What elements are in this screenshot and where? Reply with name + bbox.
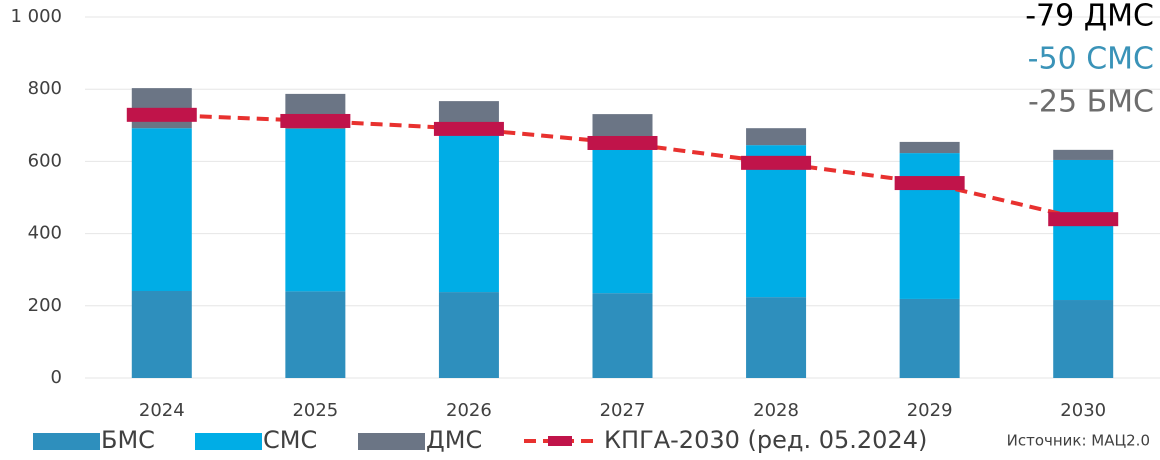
y-tick-label: 600 <box>28 150 62 171</box>
legend-swatch <box>358 433 425 450</box>
bar-segment <box>438 292 499 378</box>
x-tick-label: 2030 <box>1060 400 1106 421</box>
y-tick-label: 200 <box>28 295 62 316</box>
bar-segment <box>438 132 499 293</box>
y-tick-label: 800 <box>28 78 62 99</box>
line-marker <box>1048 212 1119 227</box>
line-marker <box>741 155 812 170</box>
line-marker <box>126 107 197 122</box>
line-marker <box>587 135 658 150</box>
bar-segment <box>1053 300 1114 378</box>
legend-label: КПГА-2030 (ред. 05.2024) <box>604 426 927 454</box>
x-tick-label: 2027 <box>600 400 646 421</box>
x-tick-label: 2025 <box>292 400 338 421</box>
annotation: -79 ДМС <box>1025 0 1154 34</box>
bar-segment <box>899 298 960 378</box>
legend-marker <box>548 436 572 446</box>
line-marker <box>894 176 965 191</box>
legend-label: БМС <box>101 426 155 454</box>
bar-segment <box>285 291 346 378</box>
legend-swatch <box>33 433 100 450</box>
y-tick-label: 1 000 <box>10 6 62 27</box>
bar-segment <box>592 293 653 378</box>
bar-segment <box>899 153 960 299</box>
source: Источник: МАЦ2.0 <box>1007 432 1150 450</box>
x-tick-label: 2024 <box>139 400 185 421</box>
line-marker <box>433 121 504 136</box>
bar-segment <box>1053 149 1114 160</box>
y-tick-label: 400 <box>28 223 62 244</box>
annotation: -25 БМС <box>1028 85 1154 120</box>
x-tick-label: 2028 <box>753 400 799 421</box>
bar-segment <box>285 128 346 292</box>
bar-segment <box>746 145 807 298</box>
bar-segment <box>746 128 807 146</box>
bar-segment <box>131 290 192 378</box>
bar-segment <box>1053 159 1114 301</box>
legend-swatch <box>195 433 262 450</box>
legend-label: ДМС <box>426 426 482 454</box>
x-tick-label: 2029 <box>907 400 953 421</box>
x-tick-label: 2026 <box>446 400 492 421</box>
bar-segment <box>131 128 192 291</box>
bar-segment <box>592 141 653 294</box>
annotation: -50 СМС <box>1028 42 1154 77</box>
bar-segment <box>746 297 807 378</box>
bar-segment <box>899 141 960 154</box>
y-tick-label: 0 <box>51 367 62 388</box>
line-marker <box>280 113 351 128</box>
legend-label: СМС <box>263 426 317 454</box>
